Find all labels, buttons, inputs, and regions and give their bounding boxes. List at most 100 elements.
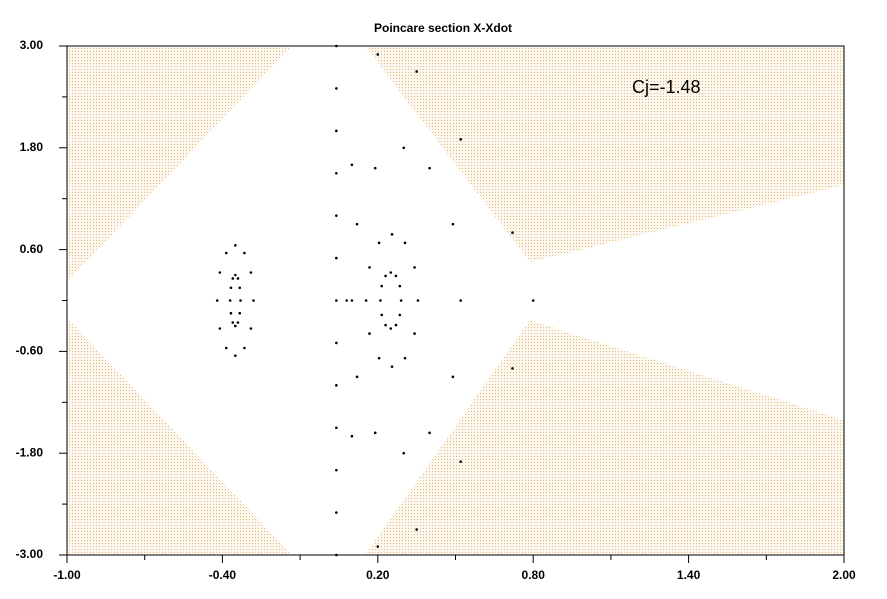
annotation: Cj=-1.48 bbox=[632, 77, 701, 97]
point bbox=[402, 146, 406, 150]
point bbox=[234, 244, 237, 247]
point bbox=[373, 431, 377, 435]
point bbox=[398, 284, 402, 288]
point bbox=[350, 163, 354, 167]
point bbox=[376, 53, 380, 56]
point bbox=[236, 321, 240, 324]
point bbox=[416, 299, 420, 302]
point bbox=[368, 266, 371, 269]
point bbox=[224, 251, 228, 255]
x-tick-label: 1.40 bbox=[677, 568, 701, 582]
y-tick-label: -0.60 bbox=[16, 344, 44, 358]
point bbox=[335, 553, 338, 557]
point bbox=[229, 311, 233, 315]
point bbox=[415, 70, 418, 73]
point bbox=[335, 384, 338, 387]
point bbox=[231, 277, 235, 280]
point bbox=[389, 271, 393, 274]
point bbox=[218, 271, 222, 274]
point bbox=[350, 299, 354, 302]
point bbox=[459, 299, 462, 302]
point bbox=[394, 274, 398, 278]
point bbox=[234, 354, 237, 357]
point bbox=[451, 375, 455, 379]
point bbox=[384, 274, 387, 278]
point bbox=[335, 87, 338, 90]
chart-title: Poincare section X-Xdot bbox=[374, 21, 512, 35]
point bbox=[234, 324, 237, 328]
point bbox=[413, 332, 416, 335]
point bbox=[379, 299, 382, 302]
y-tick-label: -1.80 bbox=[16, 445, 44, 459]
point bbox=[459, 460, 462, 463]
point bbox=[229, 286, 233, 290]
point bbox=[428, 431, 431, 435]
point bbox=[380, 313, 383, 317]
point bbox=[355, 375, 359, 379]
y-tick-label: 1.80 bbox=[20, 140, 44, 154]
point bbox=[403, 241, 407, 245]
y-tick-label: 0.60 bbox=[20, 242, 44, 256]
point bbox=[390, 365, 394, 368]
point bbox=[511, 367, 514, 370]
point bbox=[511, 231, 514, 234]
point bbox=[335, 44, 338, 48]
point bbox=[402, 451, 406, 455]
point bbox=[364, 299, 368, 302]
y-tick-label: -3.00 bbox=[16, 547, 44, 561]
point bbox=[238, 311, 242, 315]
point bbox=[238, 286, 242, 290]
point bbox=[335, 129, 338, 133]
point bbox=[243, 346, 246, 350]
x-tick-label: 2.00 bbox=[832, 568, 856, 582]
point bbox=[335, 341, 338, 345]
point bbox=[398, 313, 402, 317]
point bbox=[335, 511, 338, 514]
point bbox=[394, 323, 398, 327]
point bbox=[390, 233, 394, 236]
point bbox=[236, 277, 240, 280]
y-tick-label: 3.00 bbox=[20, 38, 44, 52]
point bbox=[389, 327, 393, 330]
point bbox=[376, 545, 380, 548]
point bbox=[531, 299, 535, 302]
point bbox=[350, 434, 354, 438]
point bbox=[249, 271, 253, 274]
point bbox=[373, 166, 377, 170]
point bbox=[368, 332, 371, 335]
x-tick-label: 0.80 bbox=[522, 568, 546, 582]
point bbox=[335, 468, 338, 472]
point bbox=[234, 273, 237, 277]
point bbox=[335, 299, 338, 302]
point bbox=[459, 138, 462, 141]
point bbox=[377, 241, 381, 245]
x-tick-label: 0.20 bbox=[366, 568, 390, 582]
point bbox=[252, 299, 255, 302]
point bbox=[451, 222, 455, 226]
point bbox=[355, 222, 359, 226]
point bbox=[335, 426, 338, 430]
point bbox=[345, 299, 349, 302]
point bbox=[224, 346, 228, 350]
point bbox=[428, 166, 431, 170]
point bbox=[335, 171, 338, 175]
point bbox=[239, 299, 242, 302]
point bbox=[415, 528, 418, 531]
point bbox=[413, 266, 416, 269]
x-tick-label: -0.40 bbox=[209, 568, 237, 582]
point bbox=[218, 327, 222, 330]
point bbox=[215, 299, 219, 302]
point bbox=[228, 299, 232, 302]
x-tick-label: -1.00 bbox=[53, 568, 81, 582]
point bbox=[380, 284, 383, 288]
point bbox=[243, 251, 246, 255]
point bbox=[249, 327, 253, 330]
point bbox=[384, 323, 387, 327]
point bbox=[231, 321, 235, 324]
forbidden-region bbox=[67, 46, 844, 555]
point bbox=[399, 299, 403, 302]
point bbox=[335, 214, 338, 217]
point bbox=[335, 256, 338, 260]
point bbox=[403, 356, 407, 360]
